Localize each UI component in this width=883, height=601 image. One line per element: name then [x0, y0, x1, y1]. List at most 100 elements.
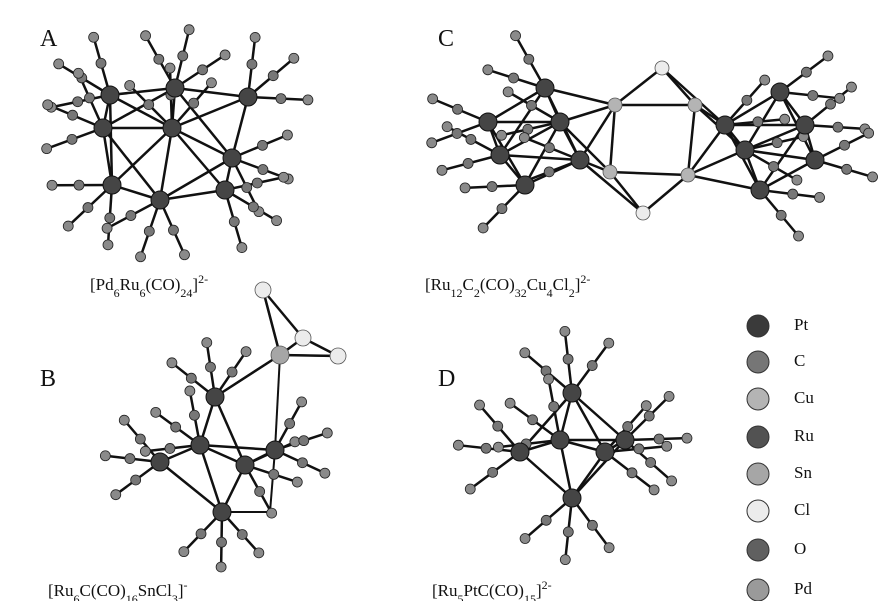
atom: [236, 456, 254, 474]
atom: [649, 485, 659, 495]
atom: [587, 361, 597, 371]
atom: [248, 202, 258, 212]
atom: [151, 453, 169, 471]
legend-swatch: [747, 579, 769, 601]
atom: [835, 93, 845, 103]
atom: [202, 338, 212, 348]
atom: [299, 436, 309, 446]
panel-label: C: [438, 26, 454, 52]
atom: [742, 95, 752, 105]
atom: [551, 113, 569, 131]
atom: [528, 415, 538, 425]
atom: [205, 362, 215, 372]
formula-part: (CO): [480, 275, 515, 294]
atom: [493, 421, 503, 431]
atom: [826, 99, 836, 109]
formula-part: 32: [515, 286, 527, 300]
atom: [73, 97, 83, 107]
atom: [481, 443, 491, 453]
atom: [846, 82, 856, 92]
panel-label: B: [40, 366, 56, 392]
legend-swatch: [747, 500, 769, 522]
atom: [551, 431, 569, 449]
atom: [43, 100, 53, 110]
atom: [868, 172, 878, 182]
atom: [623, 422, 633, 432]
atom: [84, 93, 94, 103]
atom: [131, 475, 141, 485]
atom: [289, 53, 299, 63]
atom: [524, 54, 534, 64]
atom: [242, 183, 252, 193]
bond: [610, 172, 688, 175]
atom: [460, 183, 470, 193]
atom: [68, 110, 78, 120]
atom: [178, 51, 188, 61]
atom: [544, 374, 554, 384]
atom: [255, 282, 271, 298]
atom: [140, 446, 150, 456]
atom: [47, 180, 57, 190]
atom: [505, 398, 515, 408]
atom: [141, 31, 151, 41]
atom: [842, 164, 852, 174]
atom: [794, 231, 804, 241]
atom: [520, 534, 530, 544]
legend-swatch: [747, 315, 769, 337]
atom: [269, 469, 279, 479]
bond: [610, 105, 615, 172]
atom: [63, 221, 73, 231]
panel-label: A: [40, 26, 58, 52]
atom: [297, 397, 307, 407]
atom: [166, 79, 184, 97]
atom: [437, 165, 447, 175]
atom: [292, 477, 302, 487]
atom: [571, 151, 589, 169]
formula: [Ru6C(CO)16SnCl3]-: [48, 578, 187, 601]
atom: [227, 367, 237, 377]
bond: [110, 95, 172, 128]
atom: [135, 434, 145, 444]
atom: [119, 415, 129, 425]
atom: [191, 436, 209, 454]
atom: [179, 547, 189, 557]
atom: [427, 138, 437, 148]
atom: [285, 419, 295, 429]
atom: [772, 138, 782, 148]
atom: [276, 94, 286, 104]
atom: [751, 181, 769, 199]
formula-part: Ru: [120, 275, 140, 294]
atom: [465, 484, 475, 494]
formula: [Ru5PtC(CO)15]2-: [432, 578, 552, 601]
legend-swatch: [747, 388, 769, 410]
atom: [453, 104, 463, 114]
bond: [545, 88, 615, 105]
atom: [544, 167, 554, 177]
atom: [125, 80, 135, 90]
atom: [247, 59, 257, 69]
atom: [126, 211, 136, 221]
atom: [74, 180, 84, 190]
bond: [175, 88, 248, 97]
atom: [144, 226, 154, 236]
legend-label: C: [794, 351, 805, 370]
atom: [151, 407, 161, 417]
atom: [168, 225, 178, 235]
legend-label: Ru: [794, 426, 814, 445]
formula-part: 2-: [198, 272, 208, 286]
formula-part: [Ru: [48, 581, 74, 600]
atom: [487, 182, 497, 192]
atom: [257, 140, 267, 150]
atom: [279, 172, 289, 182]
atom: [229, 217, 239, 227]
formula-part: 24: [180, 286, 192, 300]
bond: [172, 128, 225, 190]
atom: [511, 443, 529, 461]
formula-part: (CO): [145, 275, 180, 294]
atom: [796, 116, 814, 134]
atom: [102, 223, 112, 233]
atom: [196, 529, 206, 539]
atom: [536, 79, 554, 97]
legend-swatch: [747, 426, 769, 448]
atom: [189, 98, 199, 108]
